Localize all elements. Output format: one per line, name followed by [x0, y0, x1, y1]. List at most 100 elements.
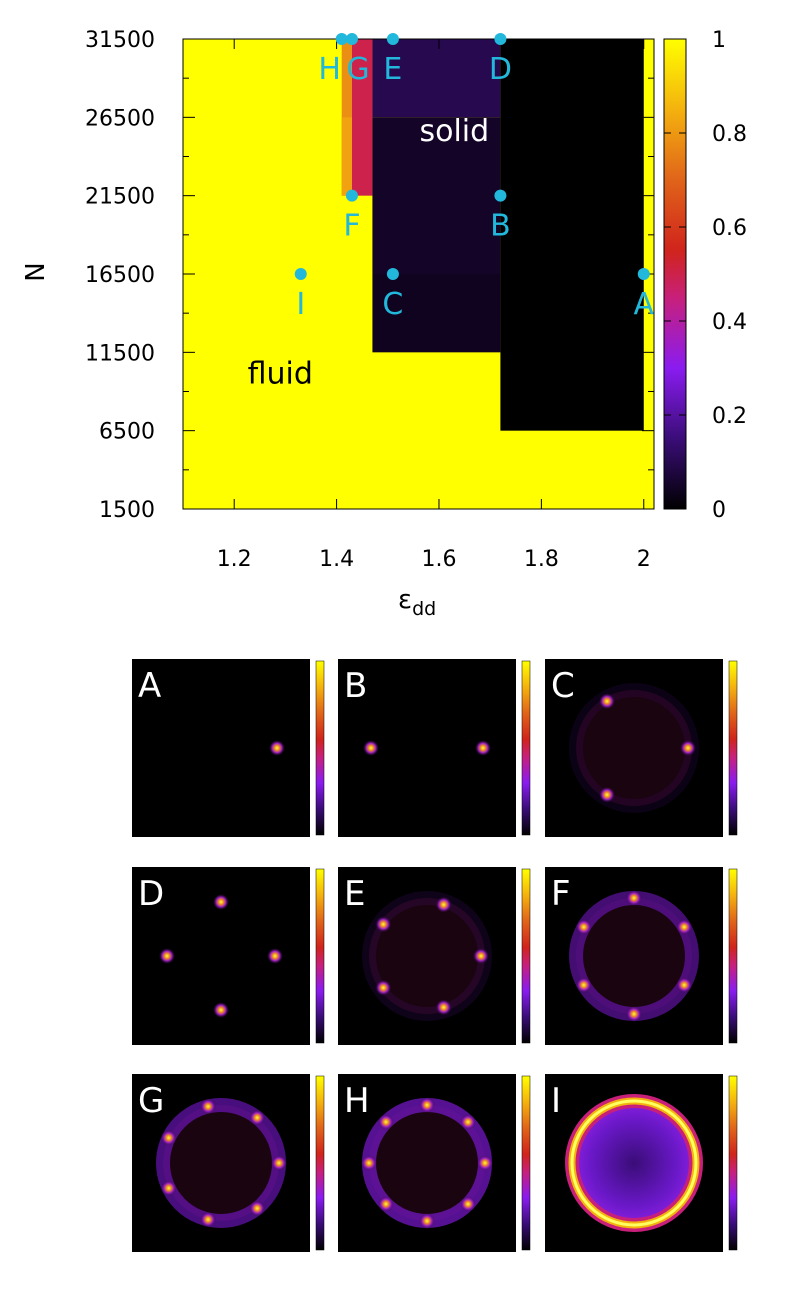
y-axis-label: N [21, 262, 51, 281]
ring-glow [362, 891, 492, 1021]
x-tick-label: 1.2 [217, 547, 252, 572]
density-peak [377, 1196, 394, 1213]
density-peak [249, 1200, 266, 1217]
density-peak [599, 693, 615, 710]
density-peak [626, 890, 642, 906]
density-peak [477, 1155, 493, 1171]
density-peak [475, 740, 491, 756]
marked-points: A B C D E F GH I [294, 33, 654, 322]
panel-colorbar [521, 660, 531, 836]
density-peak [680, 740, 696, 756]
panel-label: H [344, 1081, 370, 1121]
density-peak [361, 1155, 377, 1171]
x-axis-label: εdd [398, 585, 436, 620]
point-marker [637, 268, 650, 280]
y-tick-label: 31500 [85, 28, 155, 53]
y-axis: 1500 6500 11500 16500 21500 26500 31500 [85, 28, 654, 523]
x-tick-label: 1.8 [524, 547, 559, 572]
density-peak [435, 999, 452, 1016]
point-marker [335, 33, 348, 45]
panel-colorbar [315, 660, 325, 836]
phase-diagram: 1.2 1.4 1.6 1.8 2 1500 6500 11500 16500 21500 265… [21, 28, 747, 620]
density-peak [599, 786, 615, 803]
x-tick-label: 2 [637, 547, 651, 572]
density-peak [160, 1180, 177, 1197]
ring-glow [569, 683, 699, 813]
colorbar-tick-label: 0.2 [712, 404, 747, 429]
density-peak [375, 979, 392, 996]
density-peak [626, 1006, 642, 1022]
panel-colorbar [521, 868, 531, 1044]
density-peak [460, 1113, 477, 1130]
y-tick-label: 6500 [99, 420, 155, 445]
density-peak [213, 894, 229, 910]
density-peak [160, 1129, 177, 1146]
density-peak [267, 948, 283, 964]
density-peak [200, 1211, 217, 1228]
density-peak [271, 1155, 287, 1171]
ring-interior [572, 1101, 696, 1225]
colorbar-tick-label: 1 [712, 28, 726, 53]
x-axis: 1.2 1.4 1.6 1.8 2 [217, 39, 651, 572]
panel-label: E [344, 874, 365, 914]
density-panel: B [338, 659, 531, 837]
phase-region [372, 274, 501, 353]
density-panel: H [338, 1074, 531, 1252]
panel-colorbar [728, 868, 738, 1044]
x-axis-label-main: ε [398, 585, 412, 615]
panel-colorbar [728, 1075, 738, 1251]
panel-label: D [138, 874, 164, 914]
ring-core [570, 1099, 698, 1227]
x-axis-label-sub: dd [412, 598, 436, 620]
point-label: F [343, 209, 360, 244]
point-marker [345, 33, 358, 45]
density-peak [575, 977, 592, 993]
colorbar-ticks: 0 0.2 0.4 0.6 0.8 1 [664, 28, 747, 523]
phase-region [341, 117, 352, 196]
y-tick-label: 16500 [85, 263, 155, 288]
point-label: I [296, 287, 305, 322]
point-marker [494, 189, 507, 202]
point-marker [386, 33, 399, 45]
density-panel: E [338, 867, 531, 1045]
density-peak [473, 948, 489, 964]
region-labels: fluid solid [248, 114, 490, 392]
point-label: A [633, 287, 654, 322]
density-peak [200, 1098, 217, 1115]
panel-label: B [344, 666, 367, 706]
density-panel: C [545, 659, 738, 837]
point-label: C [382, 287, 403, 322]
density-panel: I [545, 1074, 738, 1252]
y-tick-label: 1500 [99, 498, 155, 523]
point-marker [386, 268, 399, 280]
density-peak [460, 1196, 477, 1213]
ring-glow [569, 891, 699, 1021]
point-label: E [383, 52, 402, 87]
density-panel: A [132, 659, 325, 837]
colorbar-tick-label: 0 [712, 498, 726, 523]
x-tick-label: 1.6 [421, 547, 456, 572]
panel-label: G [138, 1081, 164, 1121]
point-label: H [318, 52, 341, 87]
colorbar-tick-label: 0.4 [712, 310, 747, 335]
density-peak [363, 740, 379, 756]
density-panels: A B C D E F G H I [132, 659, 738, 1252]
panel-colorbar [315, 1075, 325, 1251]
point-marker [345, 189, 358, 202]
colorbar-tick-label: 0.6 [712, 216, 747, 241]
region-label: fluid [248, 357, 313, 392]
density-peak [269, 740, 285, 756]
phase-region [372, 39, 501, 118]
point-marker [494, 33, 507, 45]
panel-label: I [551, 1081, 561, 1121]
density-panel: F [545, 867, 738, 1045]
panel-label: C [551, 666, 575, 706]
density-peak [435, 896, 452, 913]
density-peak [419, 1097, 435, 1113]
y-tick-label: 21500 [85, 185, 155, 210]
point-marker [294, 268, 307, 280]
density-peak [159, 948, 175, 964]
density-panel: D [132, 867, 325, 1045]
density-peak [375, 916, 392, 933]
region-label: solid [419, 114, 489, 149]
